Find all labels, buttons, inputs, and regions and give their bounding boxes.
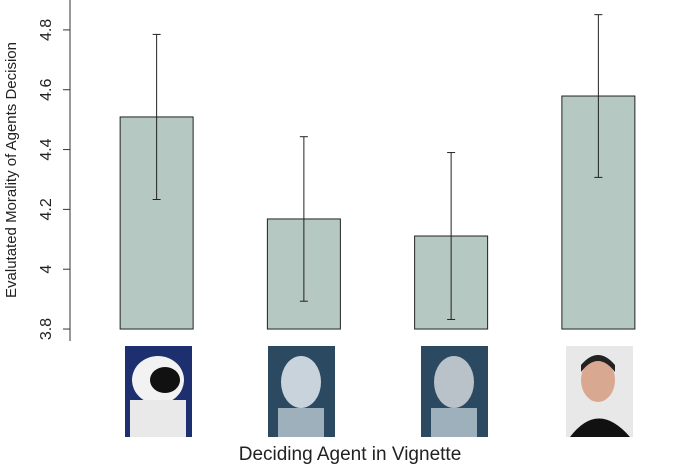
y-tick-label: 4.2 bbox=[38, 198, 55, 220]
y-tick-label: 4.4 bbox=[38, 138, 55, 160]
agent-images bbox=[125, 346, 633, 437]
error-bar bbox=[152, 33, 161, 201]
agent-image bbox=[125, 346, 192, 437]
agent-image bbox=[421, 346, 488, 437]
agent-image bbox=[566, 346, 633, 437]
agent-image bbox=[268, 346, 335, 437]
y-tick-label: 4 bbox=[38, 265, 55, 274]
y-axis-label: Evalutated Morality of Agents Decision bbox=[3, 42, 20, 298]
y-tick-label: 4.6 bbox=[38, 79, 55, 101]
x-axis-label: Deciding Agent in Vignette bbox=[239, 444, 462, 465]
y-tick-label: 3.8 bbox=[38, 318, 55, 340]
error-bar bbox=[447, 152, 456, 320]
error-bar bbox=[594, 14, 603, 178]
error-bar bbox=[299, 136, 308, 302]
y-tick-label: 4.8 bbox=[38, 19, 55, 41]
